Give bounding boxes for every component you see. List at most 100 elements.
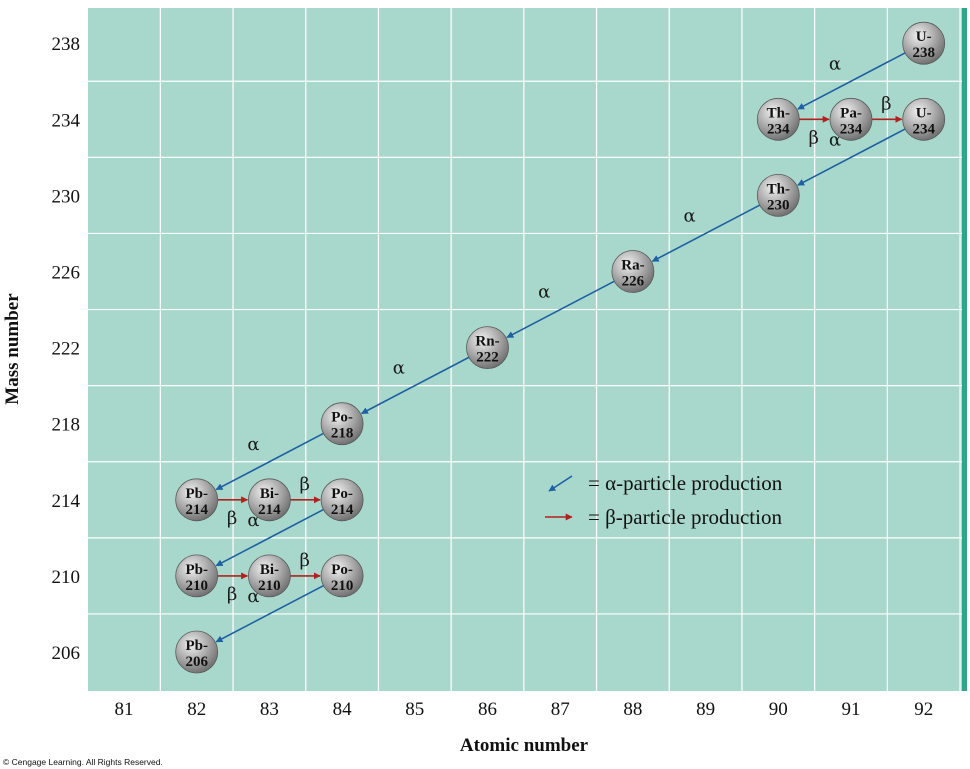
- y-tick-label: 206: [52, 643, 81, 664]
- x-tick-label: 82: [187, 699, 206, 720]
- x-tick-label: 91: [842, 699, 861, 720]
- nuclide-sphere: [175, 478, 219, 522]
- nuclide-node: Pa-234: [829, 97, 873, 141]
- nuclide-sphere: [611, 250, 655, 293]
- beta-label: β: [881, 93, 891, 114]
- nuclides: U-238Th-234Pa-234U-234Th-230Ra-226Rn-222…: [175, 21, 946, 674]
- x-axis-title: Atomic number: [460, 735, 589, 756]
- alpha-decay-arrow: [797, 127, 907, 186]
- y-tick-label: 214: [52, 491, 81, 512]
- alpha-decay-arrow: [506, 280, 616, 339]
- nuclide-symbol: Ra-: [621, 258, 644, 274]
- nuclide-sphere: [902, 21, 946, 65]
- alpha-label: α: [393, 358, 405, 379]
- nuclide-symbol: Pb-: [185, 562, 208, 578]
- nuclide-node: Pb-206: [175, 630, 219, 674]
- nuclide-symbol: Pb-: [185, 638, 208, 654]
- nuclide-sphere: [902, 97, 946, 141]
- beta-label: β: [300, 550, 310, 571]
- nuclide-mass: 206: [185, 654, 208, 670]
- x-tick-label: 85: [405, 699, 424, 720]
- nuclide-node: Ra-226: [611, 250, 655, 293]
- nuclide-symbol: Th-: [767, 181, 790, 197]
- y-tick-label: 234: [52, 110, 81, 131]
- y-tick-label: 226: [52, 263, 81, 284]
- nuclide-sphere: [466, 326, 509, 370]
- nuclide-symbol: Po-: [331, 410, 353, 426]
- nuclide-sphere: [320, 402, 364, 446]
- legend-alpha-label: = α-particle production: [588, 471, 783, 495]
- nuclide-sphere: [829, 97, 873, 141]
- y-axis-ticks: 206 210 214 218 222 226 230 234 238: [52, 34, 81, 664]
- x-tick-label: 83: [260, 699, 279, 720]
- nuclide-node: Bi-214: [247, 478, 291, 522]
- nuclide-node: U-234: [902, 97, 946, 141]
- nuclide-symbol: Po-: [331, 562, 353, 578]
- nuclide-symbol: Po-: [331, 486, 353, 502]
- nuclide-mass: 234: [767, 121, 790, 137]
- plot-background: [88, 8, 962, 691]
- alpha-label: α: [247, 434, 259, 455]
- alpha-decay-arrow: [651, 203, 761, 263]
- x-tick-label: 88: [623, 699, 642, 720]
- nuclide-node: Po-210: [320, 554, 364, 598]
- nuclide-mass: 226: [622, 274, 645, 290]
- nuclide-node: Po-214: [320, 478, 364, 522]
- nuclide-mass: 214: [258, 502, 281, 518]
- nuclide-symbol: Pa-: [840, 105, 862, 121]
- nuclide-sphere: [320, 554, 364, 598]
- nuclide-sphere: [756, 97, 800, 141]
- copyright-credit: © Cengage Learning. All Rights Reserved.: [3, 757, 163, 767]
- nuclide-mass: 210: [185, 578, 208, 594]
- nuclide-mass: 214: [331, 502, 354, 518]
- x-axis-ticks: 81 82 83 84 85 86 87 88 89 90 91 92: [115, 699, 934, 720]
- x-tick-label: 81: [115, 699, 134, 720]
- nuclide-sphere: [756, 173, 800, 217]
- alpha-label: α: [538, 282, 550, 303]
- nuclide-sphere: [175, 554, 219, 598]
- alpha-decay-arrow: [360, 356, 471, 415]
- plot-right-border: [962, 8, 967, 691]
- y-tick-label: 210: [52, 567, 81, 588]
- y-tick-label: 238: [52, 34, 81, 55]
- nuclide-mass: 238: [912, 45, 935, 61]
- alpha-decay-arrow: [215, 508, 325, 567]
- nuclide-sphere: [320, 478, 364, 522]
- nuclide-mass: 214: [185, 502, 208, 518]
- beta-label: β: [227, 508, 237, 529]
- nuclide-node: Th-234: [756, 97, 800, 141]
- y-tick-label: 218: [52, 415, 81, 436]
- nuclide-mass: 234: [912, 121, 935, 137]
- y-tick-label: 222: [52, 339, 81, 360]
- y-axis-title: Mass number: [2, 293, 23, 405]
- nuclide-node: Po-218: [320, 402, 364, 446]
- nuclide-symbol: Rn-: [475, 334, 499, 350]
- legend-alpha-arrow: [548, 475, 573, 492]
- nuclide-symbol: Pb-: [185, 486, 208, 502]
- alpha-decay-arrow: [215, 432, 325, 491]
- nuclide-symbol: Bi-: [260, 486, 279, 502]
- nuclide-sphere: [175, 630, 219, 674]
- decay-arrows: [215, 51, 907, 643]
- nuclide-sphere: [247, 478, 291, 522]
- nuclide-mass: 210: [258, 578, 281, 594]
- beta-label: β: [300, 474, 310, 495]
- x-tick-label: 86: [478, 699, 497, 720]
- legend-beta-label: = β-particle production: [588, 505, 782, 529]
- nuclide-symbol: Bi-: [260, 562, 279, 578]
- nuclide-mass: 222: [476, 350, 499, 366]
- alpha-decay-arrow: [215, 584, 325, 643]
- x-tick-label: 92: [914, 699, 933, 720]
- x-tick-label: 89: [696, 699, 715, 720]
- beta-label: β: [808, 127, 818, 148]
- nuclide-mass: 234: [840, 121, 863, 137]
- nuclide-symbol: Th-: [767, 105, 790, 121]
- nuclide-symbol: U-: [916, 29, 932, 45]
- nuclide-mass: 230: [767, 197, 790, 213]
- nuclide-node: Rn-222: [466, 326, 509, 370]
- alpha-label: α: [829, 53, 841, 74]
- x-tick-label: 90: [769, 699, 788, 720]
- x-tick-label: 84: [333, 699, 353, 720]
